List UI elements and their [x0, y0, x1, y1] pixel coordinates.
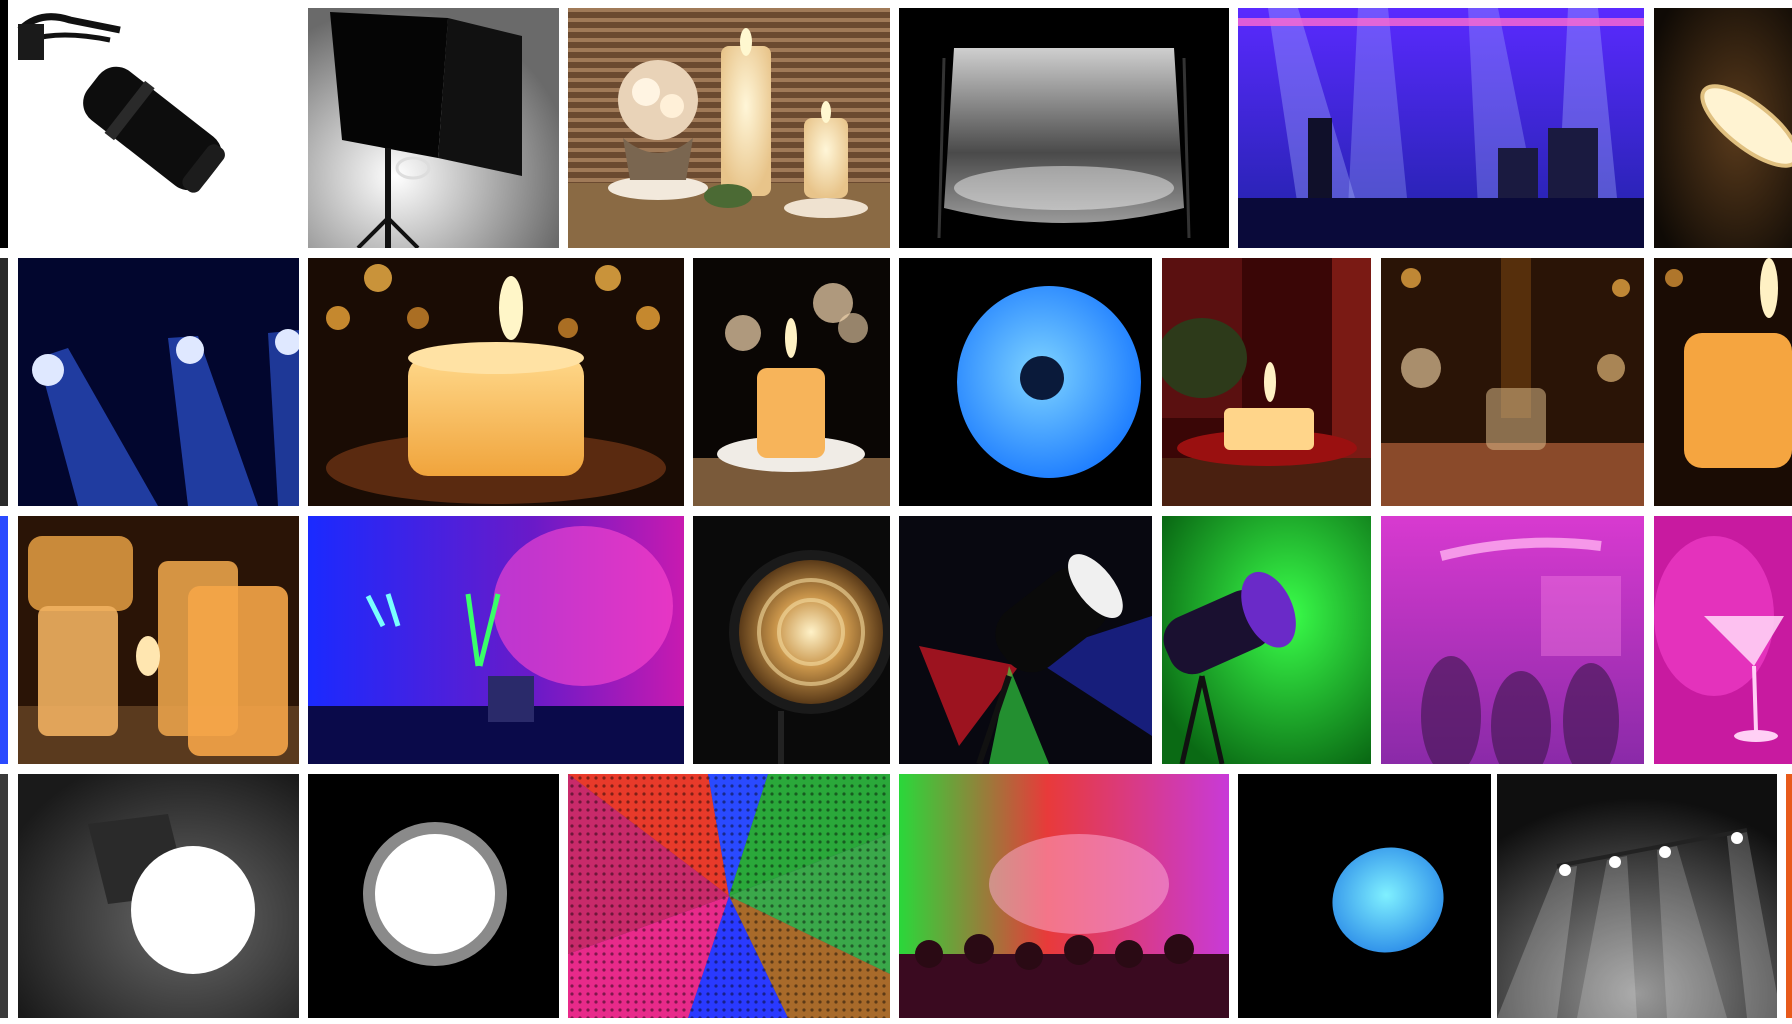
- candle-icon: [308, 258, 684, 506]
- tile-ring-lamp-edge[interactable]: [1654, 8, 1792, 248]
- tile-festival-crowd[interactable]: [899, 774, 1229, 1018]
- tile-pillar-candle-bokeh[interactable]: [308, 258, 684, 506]
- candle-icon: [1162, 258, 1371, 506]
- tile-round-ring-light[interactable]: [308, 774, 559, 1018]
- tile-spotlight-head[interactable]: [0, 0, 262, 248]
- tile-jar-candles[interactable]: [18, 516, 299, 764]
- tile-edge-strip-left-r4: [0, 774, 8, 1018]
- tile-bar-glass-bokeh[interactable]: [1381, 258, 1644, 506]
- candle-icon: [568, 8, 890, 248]
- cocktail-icon: [1654, 516, 1792, 764]
- tile-candles-table[interactable]: [568, 8, 890, 248]
- spotlight-icon: [0, 0, 262, 248]
- tile-blue-led-disc[interactable]: [899, 258, 1152, 506]
- tile-edge-strip-left-r3: [0, 516, 8, 764]
- tile-club-lasers[interactable]: [308, 516, 684, 764]
- candle-icon: [693, 258, 890, 506]
- crowd-icon: [899, 774, 1229, 1018]
- candle-icon: [1654, 258, 1792, 506]
- lamp-icon: [1654, 8, 1792, 248]
- beam-icon: [18, 258, 299, 506]
- led-wall-icon: [568, 774, 890, 1018]
- led-panel-icon: [899, 258, 1152, 506]
- ring-light-icon: [308, 774, 559, 1018]
- tile-neon-club-crowd[interactable]: [1381, 516, 1644, 764]
- neon-sign-icon: [1381, 516, 1644, 764]
- softbox-icon: [308, 8, 559, 248]
- tile-softbox-studio[interactable]: [308, 8, 559, 248]
- stage-icon: [1238, 8, 1644, 248]
- spotlight-icon: [1497, 774, 1777, 1018]
- light-icon: [1238, 774, 1491, 1018]
- tile-red-candle-scene[interactable]: [1162, 258, 1371, 506]
- tile-small-candle-saucer[interactable]: [693, 258, 890, 506]
- tile-fresnel-lamp[interactable]: [693, 516, 890, 764]
- projector-icon: [1162, 516, 1371, 764]
- tile-concert-stage[interactable]: [1238, 8, 1644, 248]
- laser-icon: [308, 516, 684, 764]
- tile-photo-backdrop[interactable]: [899, 8, 1229, 248]
- spotlight-icon: [899, 516, 1152, 764]
- backdrop-icon: [899, 8, 1229, 248]
- light-icon: [18, 774, 299, 1018]
- tile-edge-strip: [1786, 774, 1792, 1018]
- tile-led-matrix-wall[interactable]: [568, 774, 890, 1018]
- tile-amber-pillar-edge[interactable]: [1654, 258, 1792, 506]
- tile-white-light-disc[interactable]: [18, 774, 299, 1018]
- spotlight-icon: [693, 516, 890, 764]
- glass-icon: [1381, 258, 1644, 506]
- tile-cyan-puck-light[interactable]: [1238, 774, 1491, 1018]
- candle-icon: [18, 516, 299, 764]
- tile-edge-strip-left-r2: [0, 258, 8, 506]
- tile-pink-cocktail[interactable]: [1654, 516, 1792, 764]
- tile-blue-beams[interactable]: [18, 258, 299, 506]
- tile-grey-stage-spots[interactable]: [1497, 774, 1777, 1018]
- tile-rgb-spotlight[interactable]: [899, 516, 1152, 764]
- tile-green-projector[interactable]: [1162, 516, 1371, 764]
